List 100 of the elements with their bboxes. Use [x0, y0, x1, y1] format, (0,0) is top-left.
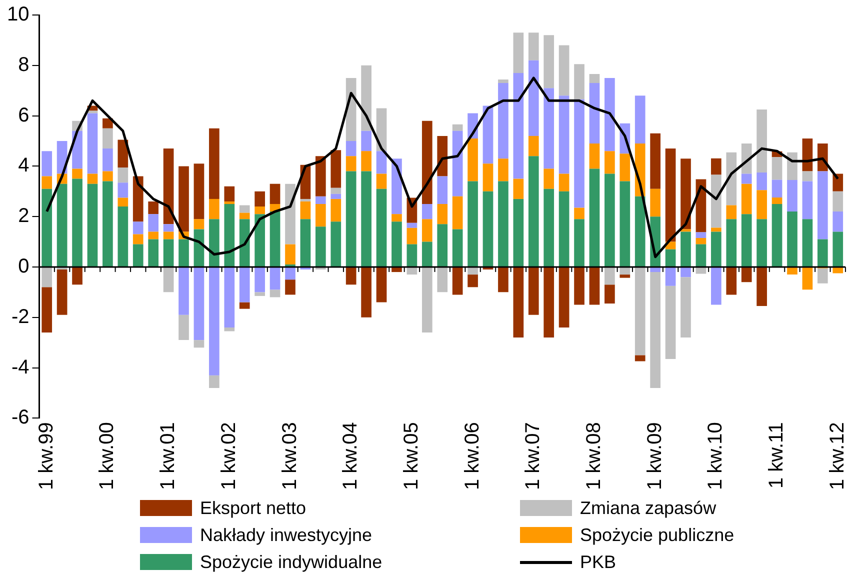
x-tick-label: 1 kw.01 — [157, 422, 180, 490]
bar — [346, 140, 356, 156]
bar — [620, 154, 630, 182]
bar — [756, 190, 767, 220]
bar — [209, 128, 220, 199]
bar — [832, 232, 844, 266]
bar — [589, 74, 600, 84]
bar — [422, 120, 432, 204]
bar — [224, 201, 235, 204]
bar — [209, 375, 220, 388]
bar — [42, 176, 52, 189]
bar — [665, 267, 676, 286]
bar — [422, 219, 432, 242]
bar — [285, 184, 296, 244]
bar — [558, 174, 570, 192]
bar — [574, 267, 584, 305]
bar — [589, 144, 600, 169]
bar — [376, 267, 387, 302]
bar — [468, 181, 478, 266]
bar — [42, 267, 52, 288]
bar — [254, 191, 265, 207]
bar — [802, 181, 813, 220]
bar — [406, 267, 418, 275]
bar — [696, 244, 706, 266]
x-tick-label: 1 kw.02 — [218, 422, 240, 490]
bar — [361, 130, 372, 152]
bar — [315, 267, 326, 270]
bar — [544, 88, 554, 169]
bar — [330, 198, 342, 222]
bar — [756, 109, 767, 172]
bar — [574, 208, 584, 220]
bar — [270, 212, 280, 266]
bar — [589, 267, 600, 305]
bar — [558, 45, 570, 96]
bar — [528, 267, 539, 315]
y-tick-label: 4 — [18, 154, 30, 177]
bar — [239, 212, 250, 220]
bar — [772, 180, 782, 198]
legend-label: Spożycie publiczne — [580, 524, 734, 546]
bar — [315, 196, 326, 204]
bar — [528, 156, 539, 266]
bar — [56, 267, 68, 270]
y-tick-label: -2 — [11, 306, 30, 328]
bar — [498, 80, 508, 84]
legend-label: Spożycie indywidualne — [200, 552, 382, 572]
bar — [361, 171, 372, 266]
bar — [132, 234, 144, 244]
bar — [482, 106, 494, 164]
bar — [392, 222, 402, 266]
bar — [194, 164, 204, 220]
bar — [102, 181, 113, 266]
bar — [376, 151, 387, 174]
bar — [437, 176, 448, 204]
bar — [209, 219, 220, 266]
x-tick-label: 1 kw.09 — [644, 422, 666, 490]
bar — [194, 340, 204, 348]
bar — [589, 168, 600, 266]
bar — [558, 267, 570, 328]
bar — [696, 267, 706, 274]
x-tick-label: 1 kw.00 — [96, 422, 118, 490]
bar — [270, 290, 280, 298]
bar — [330, 188, 342, 194]
legend-label: PKB — [580, 552, 616, 572]
bar — [696, 232, 706, 238]
bar — [102, 148, 113, 172]
bar — [544, 188, 554, 266]
bar — [118, 206, 128, 266]
bar — [680, 267, 691, 278]
bar — [178, 267, 189, 315]
bar — [832, 191, 844, 212]
bar — [832, 212, 844, 232]
x-tick-label: 1 kw.03 — [278, 422, 301, 490]
bar — [634, 196, 646, 266]
bar — [482, 164, 494, 192]
bar — [468, 138, 478, 182]
bar — [741, 214, 752, 266]
bar — [711, 267, 722, 305]
bar — [498, 83, 508, 159]
bar — [528, 60, 539, 136]
bar — [498, 181, 508, 266]
y-tick-label: 0 — [18, 256, 30, 278]
bar — [741, 267, 752, 282]
bar — [422, 242, 432, 266]
bar — [452, 124, 463, 131]
bar — [209, 198, 220, 220]
bar — [620, 181, 630, 266]
bar — [148, 239, 159, 266]
bar — [772, 204, 782, 266]
bar — [102, 128, 113, 149]
bar — [72, 168, 82, 179]
bar — [300, 267, 311, 270]
bar — [558, 191, 570, 266]
bar — [72, 267, 82, 285]
legend-label: Eksport netto — [200, 498, 306, 518]
bar — [544, 267, 554, 338]
bar — [72, 178, 82, 266]
bar — [513, 267, 524, 338]
bar — [422, 267, 432, 333]
bar — [285, 280, 296, 295]
bar — [285, 267, 296, 280]
